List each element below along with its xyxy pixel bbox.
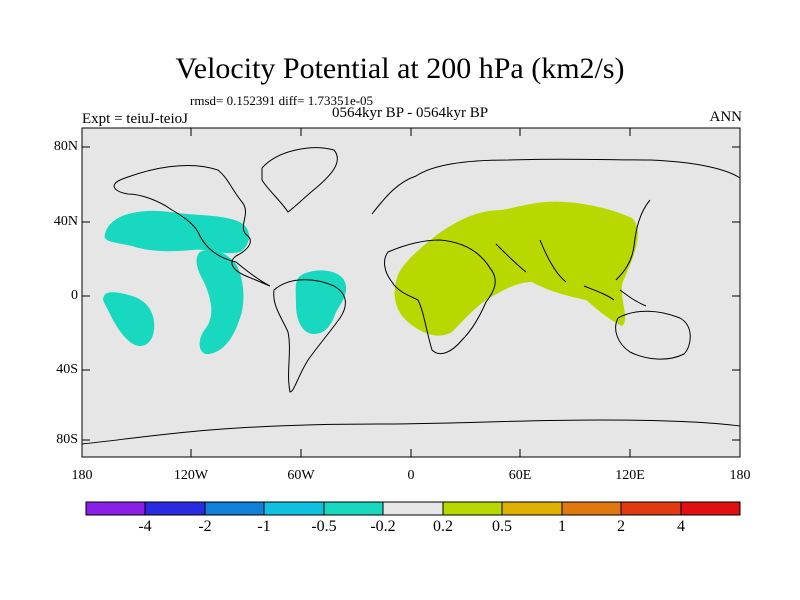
coastlines	[81, 147, 741, 445]
colorbar-label: 2	[617, 518, 625, 535]
stats-subtitle: rmsd= 0.152391 diff= 1.73351e-05	[190, 93, 374, 108]
y-axis-ticks	[82, 146, 740, 441]
colorbar-box-6	[383, 502, 443, 515]
colorbar-label: 4	[677, 518, 685, 535]
colorbar	[85, 501, 741, 516]
greenland-coast	[261, 147, 338, 213]
colorbar-box-1	[86, 502, 145, 515]
colorbar-box-7	[443, 502, 502, 515]
south-pacific-negative	[103, 292, 155, 346]
x-tick-label: 180	[729, 468, 751, 483]
x-tick-label: 120E	[615, 468, 645, 483]
y-tick-label: 0	[71, 288, 78, 303]
season-label: ANN	[709, 109, 743, 125]
colorbar-box-9	[562, 502, 621, 515]
colorbar-label: -2	[198, 518, 212, 535]
colorbar-label: 1	[558, 518, 566, 535]
colorbar-box-10	[621, 502, 681, 515]
africa-coast	[384, 239, 496, 355]
x-tick-label: 60E	[508, 468, 532, 483]
maritime-continent-coast	[583, 285, 647, 307]
x-tick-label: 60W	[287, 468, 315, 483]
y-tick-label: 40S	[56, 362, 78, 377]
colorbar-box-4	[264, 502, 324, 515]
x-tick-label: 180	[71, 468, 93, 483]
x-axis-ticks	[81, 128, 741, 457]
y-tick-label: 80N	[53, 139, 78, 154]
x-tick-label: 0	[407, 468, 415, 483]
colorbar-box-3	[205, 502, 264, 515]
colorbar-box-5	[324, 502, 383, 515]
colorbar-box-2	[145, 502, 205, 515]
colorbar-label: -4	[138, 518, 152, 535]
colorbar-box-11	[681, 502, 740, 515]
africa-asia-positive	[394, 201, 638, 336]
north-america-coast	[113, 165, 271, 287]
colorbar-label: 0.2	[433, 518, 453, 535]
y-tick-label: 80S	[56, 432, 78, 447]
experiment-label: Expt = teiuJ-teioJ	[82, 111, 188, 127]
eurasia-coast	[371, 158, 741, 283]
colorbar-label: -0.2	[370, 518, 396, 535]
east-pacific-negative	[196, 249, 244, 355]
period-label: 0564kyr BP - 0564kyr BP	[331, 105, 489, 121]
map-title: Velocity Potential at 200 hPa (km2/s)	[175, 52, 625, 85]
north-pacific-negative	[104, 210, 250, 254]
colorbar-label: -1	[257, 518, 271, 535]
colorbar-box-8	[502, 502, 562, 515]
antarctica-coast	[81, 419, 741, 445]
south-america-coast	[273, 279, 346, 393]
australia-coast	[615, 310, 691, 360]
x-tick-label: 120W	[173, 468, 209, 483]
colorbar-label: -0.5	[311, 518, 337, 535]
y-tick-label: 40N	[53, 214, 78, 229]
colorbar-label: 0.5	[492, 518, 512, 535]
